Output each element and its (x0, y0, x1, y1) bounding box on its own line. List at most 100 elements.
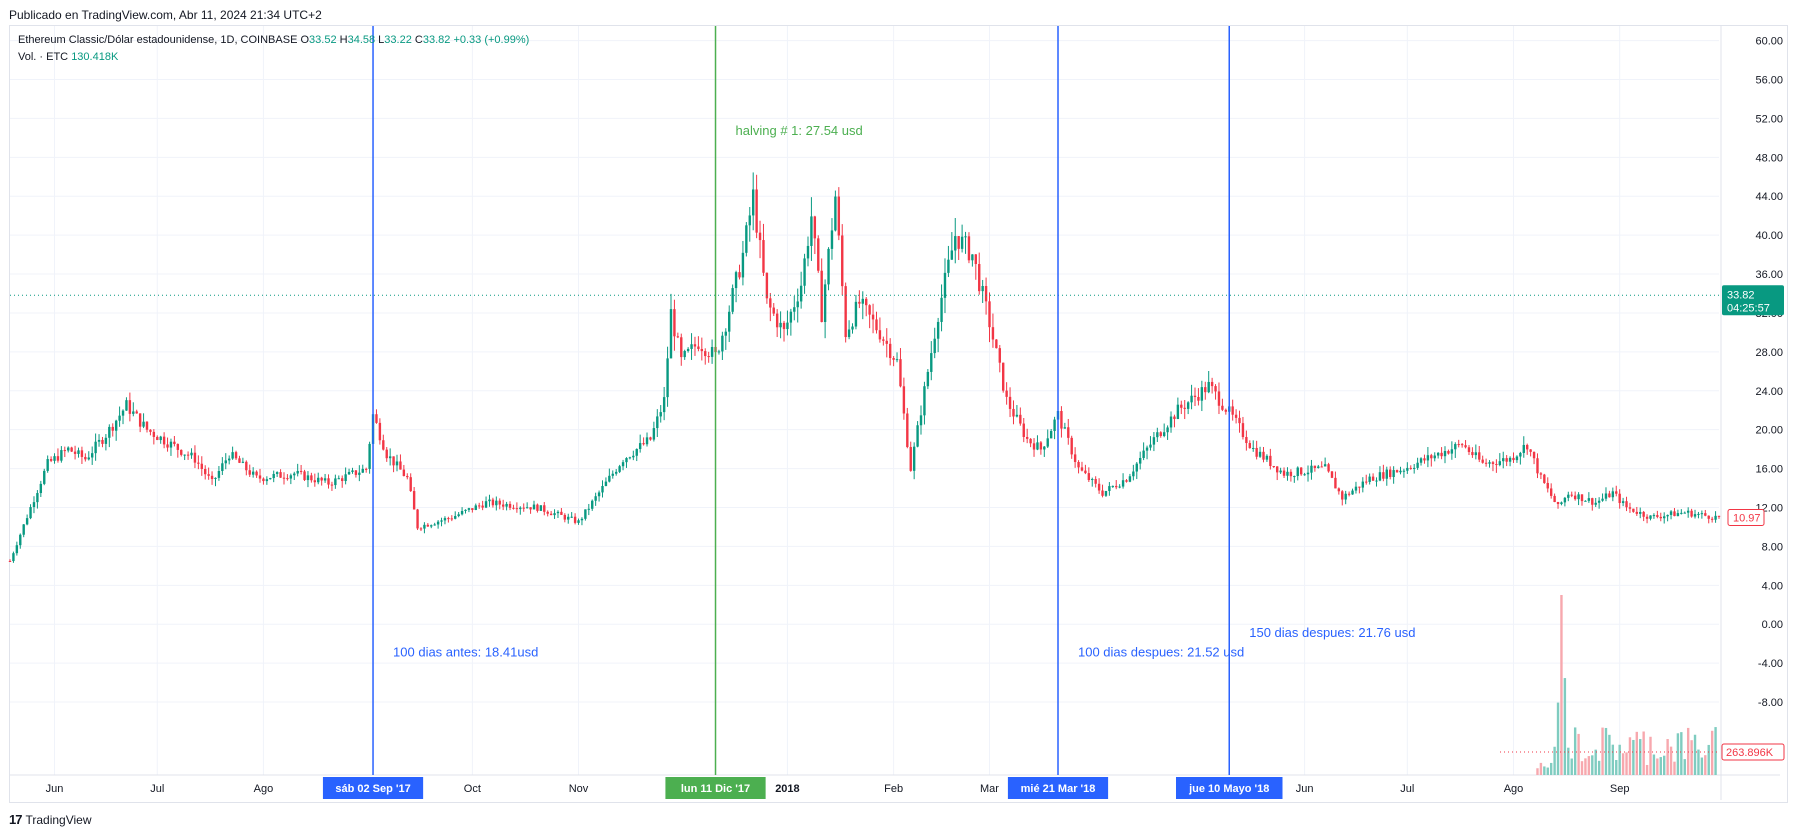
x-tick-label: 2018 (775, 783, 799, 795)
volume-bar (1604, 727, 1608, 775)
x-tick-label: Nov (569, 783, 589, 795)
footer-brand[interactable]: 17 TradingView (9, 812, 92, 827)
candle-body (553, 513, 556, 516)
candle-body (1087, 473, 1091, 481)
candle-body (1043, 446, 1046, 450)
candle-body (1502, 458, 1505, 462)
candle-body (478, 505, 481, 507)
candle-body (412, 491, 416, 510)
candle-body (1145, 447, 1149, 451)
candle-body (676, 336, 680, 338)
volume-bar (1549, 762, 1553, 775)
candle-body (1310, 465, 1313, 473)
candle-body (1193, 395, 1197, 397)
candle-body (786, 322, 789, 330)
candle-body (1560, 502, 1563, 505)
candle-body (262, 478, 265, 482)
y-tick-label: 60.00 (1755, 36, 1783, 48)
close-label: C (414, 34, 423, 46)
candle-body (227, 458, 231, 461)
candle-body (1440, 452, 1443, 457)
candle-body (330, 484, 334, 486)
candle-body (875, 319, 878, 331)
candle-body (892, 358, 895, 360)
candle-body (1464, 445, 1467, 448)
current-price-tag (1722, 285, 1784, 316)
candle-body (1625, 501, 1628, 508)
candle-body (1690, 510, 1693, 517)
candle-body (1029, 438, 1032, 444)
annotation-date-tag (1175, 777, 1283, 799)
candle-body (1156, 432, 1159, 438)
candle-body (382, 440, 385, 450)
candle-body (532, 504, 536, 510)
candle-body (567, 516, 570, 520)
candle-body (1406, 467, 1409, 471)
candle-body (169, 441, 173, 448)
tradingview-logo-icon: 17 (9, 812, 23, 827)
candle-body (1255, 447, 1258, 457)
candle-body (53, 456, 56, 461)
candle-body (1447, 450, 1450, 454)
candle-body (1416, 462, 1419, 468)
candle-body (710, 346, 714, 357)
candle-body (978, 264, 981, 292)
volume-bar (1666, 739, 1669, 775)
candle-body (1286, 471, 1289, 476)
candle-body (272, 473, 275, 479)
candle-body (967, 236, 971, 261)
candle-body (238, 458, 241, 463)
candle-body (251, 471, 255, 475)
volume-bar (1686, 727, 1690, 775)
candle-body (813, 216, 817, 239)
candle-body (614, 471, 618, 474)
candle-body (618, 466, 621, 472)
volume-bar (1594, 749, 1597, 775)
high-value: 34.58 (347, 34, 376, 46)
annotation-text: 100 dias antes: 18.41usd (393, 644, 538, 659)
candle-body (402, 469, 406, 476)
candle-body (1543, 474, 1546, 483)
candle-body (943, 272, 947, 298)
candle-body (19, 534, 22, 546)
candle-body (1365, 481, 1368, 483)
candle-body (830, 230, 834, 249)
candle-body (635, 449, 638, 456)
candle-body (1132, 471, 1135, 477)
candle-body (1536, 458, 1539, 474)
annotation-date-label: jue 10 Mayo '18 (1188, 783, 1269, 795)
candle-body (923, 386, 926, 416)
candle-body (601, 486, 604, 493)
candle-body (1077, 461, 1080, 468)
candle-body (1224, 409, 1228, 412)
candle-body (97, 439, 101, 442)
candle-body (447, 518, 450, 520)
candle-body (1591, 498, 1594, 505)
candle-body (1094, 479, 1097, 484)
volume-bar (1584, 758, 1587, 775)
y-tick-label: 0.00 (1762, 619, 1783, 631)
volume-bar (1543, 766, 1546, 775)
candle-body (1481, 459, 1484, 463)
candle-body (180, 449, 183, 455)
candle-body (998, 348, 1001, 363)
candle-body (474, 505, 477, 510)
y-tick-label: -4.00 (1758, 658, 1783, 670)
candle-body (1649, 515, 1652, 519)
candle-body (1320, 466, 1323, 468)
volume-bar (1608, 734, 1611, 775)
candle-body (1125, 480, 1128, 482)
candle-body (361, 468, 364, 473)
volume-bar (1632, 739, 1635, 775)
candle-body (549, 513, 553, 516)
volume-bar (1642, 731, 1645, 775)
candle-body (861, 298, 864, 304)
candle-body (87, 457, 90, 460)
candle-body (495, 500, 498, 506)
candle-body (638, 443, 642, 450)
candle-body (827, 248, 830, 285)
candle-body (991, 327, 995, 340)
candle-body (1484, 462, 1488, 464)
candle-body (197, 462, 200, 464)
